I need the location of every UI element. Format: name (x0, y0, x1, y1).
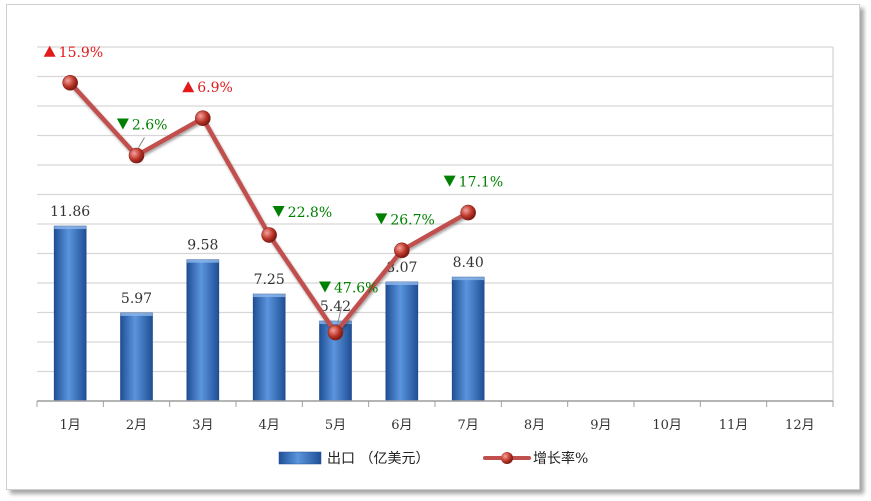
bar-value-label: 11.86 (50, 204, 90, 220)
legend: 出口 （亿美元） 增长率% (278, 450, 588, 467)
bar (385, 281, 419, 402)
down-triangle-icon (272, 206, 285, 218)
bar-series (53, 225, 485, 402)
down-triangle-icon (319, 281, 331, 293)
bar (252, 293, 286, 402)
bar-value-label: 5.42 (320, 299, 351, 315)
legend-line-label: 增长率% (533, 450, 588, 467)
growth-rate-label: 17.1% (459, 175, 503, 191)
bar-top-highlight (186, 259, 219, 263)
growth-point (327, 324, 344, 341)
x-tick-label: 10月 (652, 418, 682, 433)
growth-rate-label: 15.9% (59, 45, 103, 61)
bar-value-labels: 11.86 5.97 9.58 7.25 5.42 8.07 8.40 (50, 204, 484, 315)
x-axis: 1月 2月 3月 4月 5月 6月 7月 8月 9月 10月 11月 12月 (36, 400, 834, 433)
down-triangle-icon (116, 118, 129, 130)
leader-line (138, 137, 145, 148)
growth-rate-labels: 15.9% 2.6% 6.9% 22.8% 47.6% 26.7% 17.1% (43, 45, 503, 325)
x-tick-label: 11月 (719, 418, 749, 433)
bar (186, 259, 220, 402)
growth-rate-label: 6.9% (197, 80, 233, 96)
growth-rate-label: 22.8% (288, 205, 332, 221)
x-tick-label: 12月 (785, 418, 815, 433)
legend-line-marker (501, 452, 513, 464)
growth-point (261, 227, 277, 243)
bar (120, 312, 153, 402)
chart-svg: 11.86 5.97 9.58 7.25 5.42 8.07 8.40 15.9% 2.6% 6… (36, 45, 834, 467)
up-triangle-icon (182, 81, 195, 93)
bar-value-label: 7.25 (254, 272, 285, 288)
x-tick-label: 3月 (192, 418, 213, 433)
legend-bar-label: 出口 （亿美元） (327, 451, 429, 467)
x-tick-label: 1月 (60, 418, 81, 433)
legend-bar-swatch (278, 451, 322, 465)
bar-top-highlight (54, 226, 87, 230)
up-triangle-icon (43, 45, 56, 57)
down-triangle-icon (375, 213, 388, 225)
growth-point (394, 242, 410, 259)
x-tick-label: 2月 (126, 418, 147, 433)
gridlines (37, 46, 833, 402)
growth-rate-label: 2.6% (132, 118, 168, 134)
bar-value-label: 8.40 (453, 255, 484, 271)
x-tick-label: 5月 (325, 418, 346, 433)
growth-point (195, 110, 211, 126)
x-tick-label: 4月 (259, 418, 280, 433)
x-tick-label: 8月 (524, 418, 545, 433)
down-triangle-icon (443, 175, 456, 187)
line-series (62, 74, 476, 341)
growth-rate-label: 47.6% (334, 281, 378, 297)
growth-point (128, 147, 145, 164)
growth-point (460, 204, 476, 221)
bar-top-highlight (253, 294, 286, 298)
bar-top-highlight (120, 312, 153, 316)
bar-top-highlight (452, 277, 485, 281)
bar-value-label: 5.97 (121, 291, 152, 307)
bar-top-highlight (385, 281, 418, 285)
x-tick-label: 7月 (458, 418, 479, 433)
chart-frame: 11.86 5.97 9.58 7.25 5.42 8.07 8.40 15.9% 2.6% 6… (6, 4, 860, 490)
growth-rate-label: 26.7% (390, 212, 434, 228)
bar-top-highlight (319, 321, 352, 325)
leader-line (337, 306, 342, 325)
bar-value-label: 9.58 (187, 238, 218, 254)
bar (451, 276, 485, 402)
x-tick-label: 6月 (391, 418, 412, 433)
growth-point (62, 74, 78, 91)
bar (53, 225, 87, 402)
bar-value-label: 8.07 (386, 260, 417, 276)
x-tick-label: 9月 (590, 418, 611, 433)
